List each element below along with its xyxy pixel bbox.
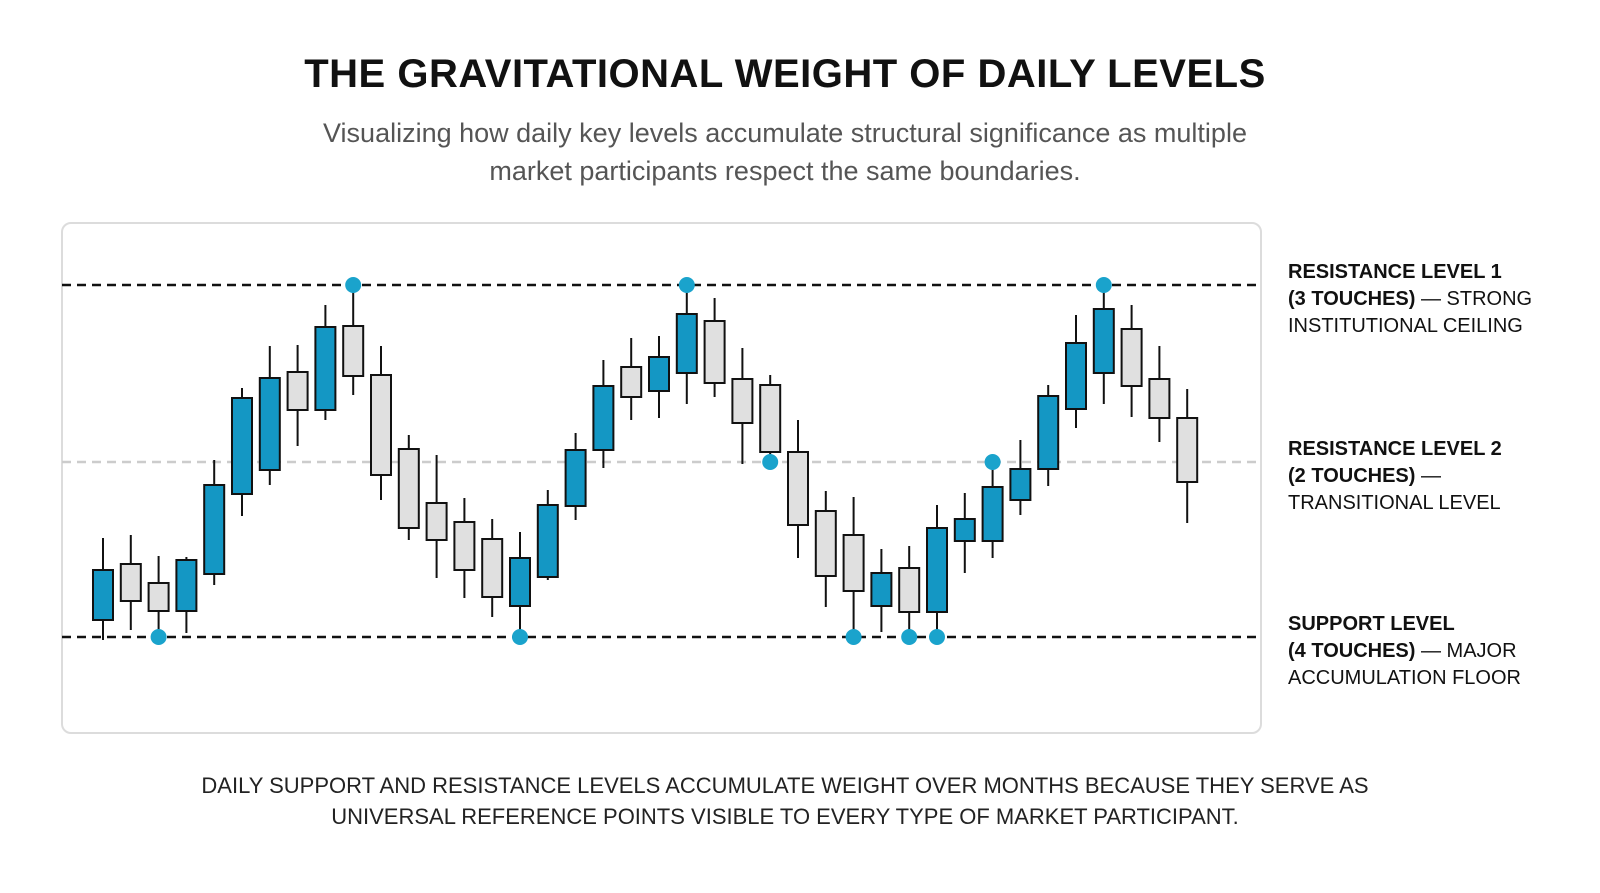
candle-body <box>509 557 531 607</box>
candle-body <box>342 325 365 377</box>
candle-body <box>703 320 726 384</box>
candle-body <box>231 397 253 495</box>
chart-footer: DAILY SUPPORT AND RESISTANCE LEVELS ACCU… <box>201 773 1369 829</box>
level-name: RESISTANCE LEVEL 1 <box>1288 261 1502 283</box>
candle-body <box>1065 342 1087 410</box>
level-label: SUPPORT LEVEL (4 TOUCHES) — MAJOR ACCUMUL… <box>1288 611 1550 692</box>
candle-body <box>536 504 559 578</box>
touch-point <box>512 629 528 645</box>
candle-body <box>286 371 309 411</box>
candle-body <box>1092 308 1115 374</box>
candle-body <box>926 527 948 613</box>
chart-subtitle: Visualizing how daily key levels accumul… <box>323 118 1247 186</box>
candle-body <box>147 582 170 612</box>
candle-body <box>1120 328 1143 387</box>
candle-body <box>370 374 392 476</box>
touch-point <box>845 629 862 645</box>
level-description: — TRANSITIONAL LEVEL <box>1288 465 1501 514</box>
touch-point <box>1095 277 1112 293</box>
candle-body <box>648 356 670 392</box>
candle-body <box>731 378 754 424</box>
candle-body <box>397 448 420 529</box>
level-label: RESISTANCE LEVEL 2 (2 TOUCHES) — TRANSITI… <box>1288 436 1550 517</box>
candle-body <box>981 486 1004 542</box>
level-description: — STRONG INSTITUTIONAL CEILING <box>1288 288 1533 337</box>
level-description: — MAJOR ACCUMULATION FLOOR <box>1288 640 1521 689</box>
candle-body <box>564 449 587 507</box>
candle-body <box>481 538 504 598</box>
candle-body <box>1148 378 1171 419</box>
candle-body <box>258 377 281 471</box>
touch-point <box>345 277 362 293</box>
candle-body <box>1176 417 1199 483</box>
candle-body <box>92 569 114 621</box>
candle-body <box>842 534 865 592</box>
candle-body <box>314 326 337 411</box>
touch-point <box>984 454 1001 470</box>
touch-point <box>150 629 167 645</box>
candle-body <box>453 521 476 571</box>
level-touches: (4 TOUCHES) <box>1288 640 1416 662</box>
candle-body <box>870 572 893 607</box>
level-name: SUPPORT LEVEL <box>1288 613 1455 635</box>
candle-body <box>898 567 921 613</box>
candle-body <box>592 385 615 451</box>
candle-body <box>620 366 643 398</box>
candle-body <box>425 502 448 541</box>
candle-body <box>203 484 226 575</box>
touch-point <box>901 629 918 645</box>
chart-title: THE GRAVITATIONAL WEIGHT OF DAILY LEVELS <box>304 52 1266 96</box>
level-touches: (3 TOUCHES) <box>1288 288 1416 310</box>
level-name: RESISTANCE LEVEL 2 <box>1288 438 1502 460</box>
touch-point <box>929 629 945 645</box>
level-label: RESISTANCE LEVEL 1 (3 TOUCHES) — STRONG I… <box>1288 259 1550 340</box>
candle-body <box>119 563 142 602</box>
candle-body <box>1037 395 1060 470</box>
candle-body <box>787 451 809 526</box>
candle-body <box>175 559 198 612</box>
candle-body <box>759 384 782 453</box>
candle-body <box>1009 468 1032 501</box>
touch-point <box>762 454 779 470</box>
candle-body <box>675 313 698 374</box>
touch-point <box>678 277 695 293</box>
chart-frame <box>61 222 1262 734</box>
candle-body <box>814 510 837 577</box>
level-touches: (2 TOUCHES) <box>1288 465 1416 487</box>
candle-body <box>953 518 976 542</box>
